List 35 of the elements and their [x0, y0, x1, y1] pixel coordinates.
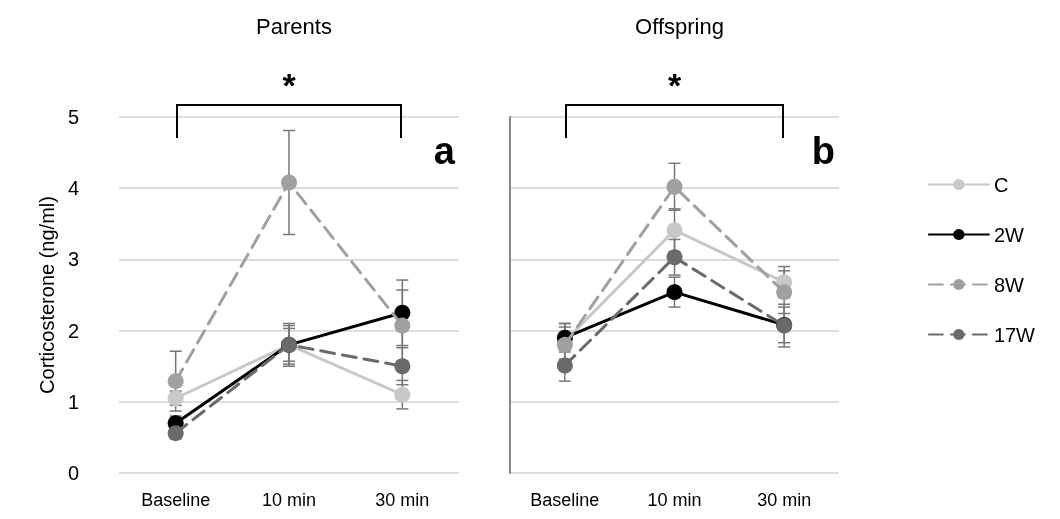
legend-label: 2W: [993, 223, 1024, 246]
y-tick-label: 4: [67, 177, 79, 200]
x-tick-label: Baseline: [141, 490, 211, 510]
x-tick-label: Baseline: [530, 490, 600, 510]
x-tick-label: 30 min: [757, 490, 812, 510]
text: *: [667, 66, 682, 104]
x-tick-label: 10 min: [647, 490, 702, 510]
x-tick-label: 10 min: [261, 490, 317, 510]
point: [167, 425, 184, 442]
y-tick-label: 1: [67, 390, 79, 413]
y-tick-label: 5: [67, 106, 79, 128]
y-tick-label: 2: [67, 319, 79, 342]
y-axis-title: Corticosterone (ng/ml): [35, 196, 58, 394]
text: *: [282, 66, 297, 104]
point: [666, 249, 683, 266]
annotation: b: [811, 130, 835, 172]
chart-title: Offspring: [635, 13, 724, 39]
point: [556, 357, 573, 374]
point: [776, 284, 793, 301]
x-tick-label: 30 min: [375, 490, 430, 510]
point: [666, 222, 683, 239]
legend-label: C: [993, 173, 1009, 196]
chart-title: Parents: [256, 13, 332, 39]
y-tick-label: 0: [67, 462, 79, 484]
point: [167, 373, 184, 390]
point: [666, 178, 683, 195]
point: [394, 358, 411, 375]
legend-label: 17W: [993, 323, 1036, 346]
legend-label: 8W: [993, 273, 1024, 296]
point: [394, 317, 411, 334]
point: [666, 284, 683, 301]
point: [281, 174, 297, 191]
annotation: a: [433, 130, 456, 172]
y-tick-label: 3: [67, 248, 79, 271]
point: [394, 386, 411, 403]
